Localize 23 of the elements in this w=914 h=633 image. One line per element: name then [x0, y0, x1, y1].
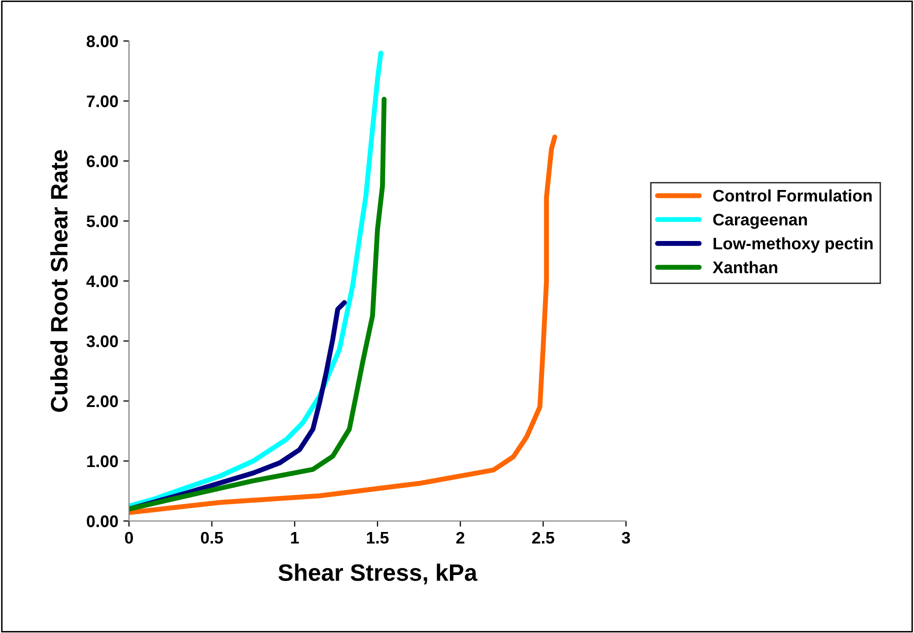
- x-tick-label: 0: [125, 532, 133, 544]
- y-tick-label: 2.00: [86, 395, 118, 408]
- legend-label: Carageenan: [713, 214, 807, 229]
- y-axis-title: Cubed Root Shear Rate: [50, 150, 68, 412]
- x-tick-label: 1: [291, 532, 299, 544]
- x-tick-label: 0.5: [200, 532, 223, 544]
- x-tick-label: 1.5: [366, 532, 389, 544]
- y-tick-label: 8.00: [86, 35, 118, 48]
- y-tick-label: 1.00: [87, 455, 118, 468]
- y-tick-label: 5.00: [86, 215, 118, 228]
- legend-label: Low-methoxy pectin: [714, 237, 873, 253]
- x-tick-label: 2.5: [532, 532, 554, 544]
- x-tick-label: 2: [456, 532, 464, 544]
- legend-label: Xanthan: [712, 261, 778, 274]
- x-axis-title: Shear Stress, kPa: [278, 564, 478, 584]
- y-tick-label: 6.00: [86, 155, 118, 168]
- y-tick-label: 4.00: [86, 275, 118, 288]
- line-series: [129, 134, 558, 516]
- y-tick-label: 3.00: [86, 335, 118, 348]
- legend-label: Control Formulation: [713, 189, 872, 202]
- y-tick-label: 7.00: [86, 95, 118, 108]
- x-tick-label: 3: [622, 532, 630, 544]
- y-tick-label: 0.00: [86, 515, 118, 528]
